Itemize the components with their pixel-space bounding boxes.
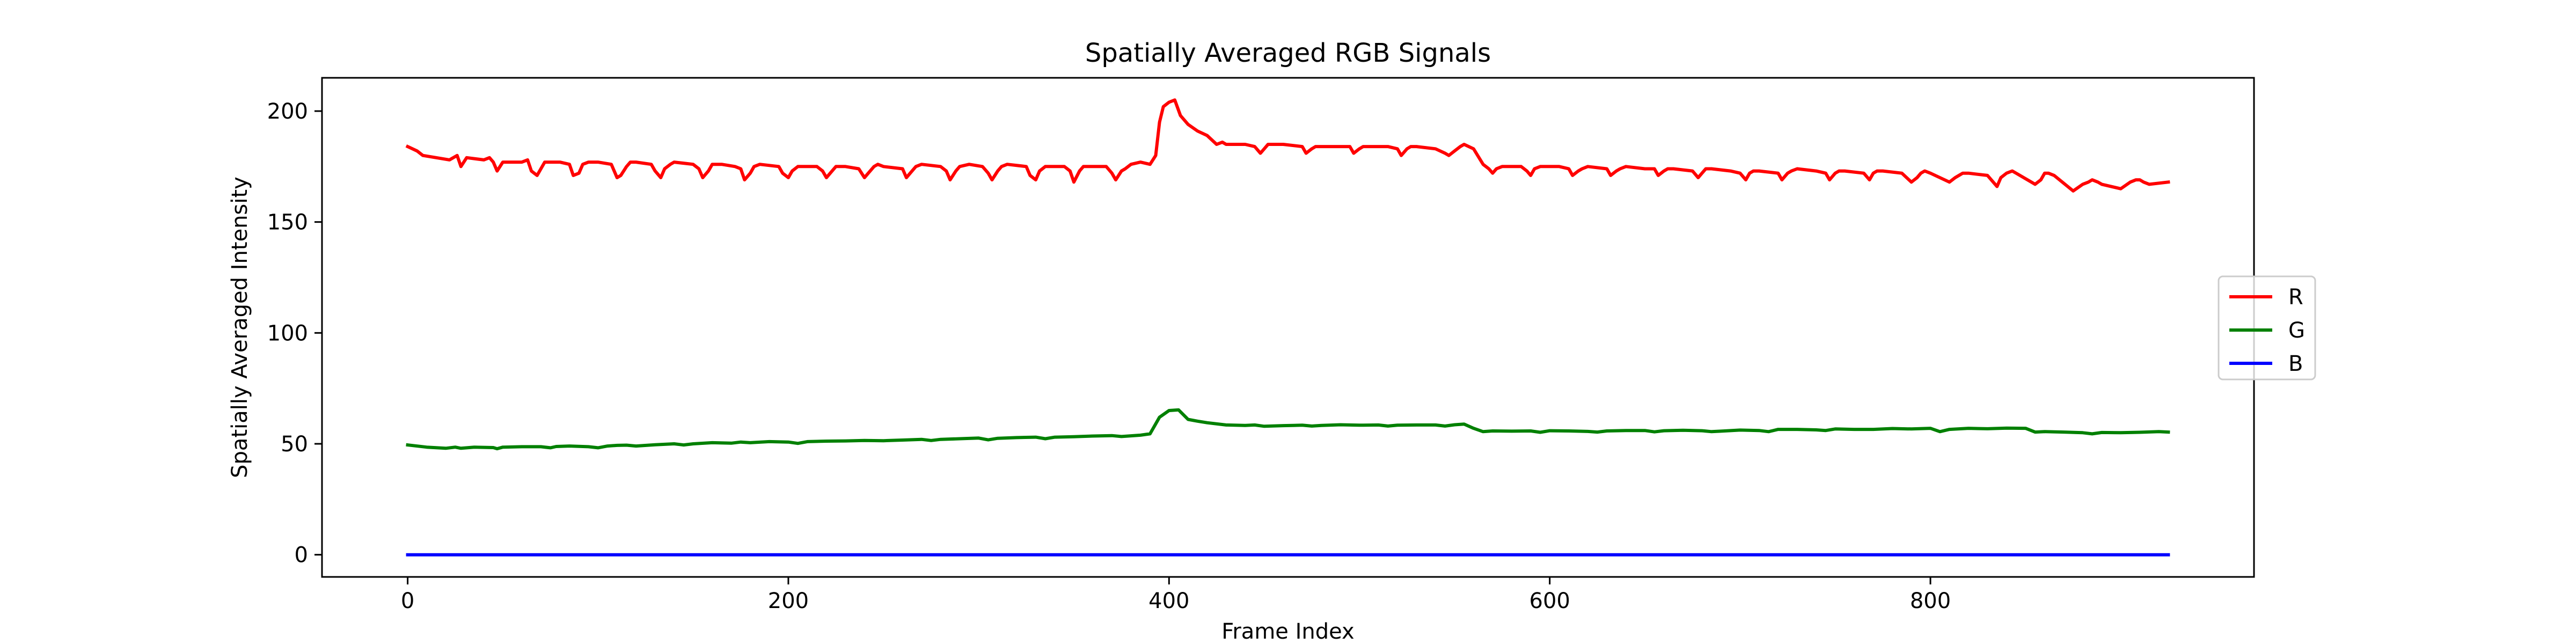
x-axis: 0 200 400 600 800 [401, 577, 1951, 613]
y-tick-label: 150 [267, 210, 308, 235]
x-tick-label: 400 [1148, 589, 1189, 613]
series-line-g [406, 408, 2170, 451]
x-tick-label: 200 [768, 589, 809, 613]
y-axis: 0 50 100 150 200 [267, 99, 322, 568]
series-line-r [405, 98, 2170, 193]
x-tick-label: 800 [1910, 589, 1951, 613]
legend: RGB [2218, 275, 2316, 380]
y-tick-label: 0 [295, 543, 308, 568]
x-tick-label: 0 [401, 589, 414, 613]
x-tick-label: 600 [1529, 589, 1570, 613]
legend-label-r: R [2288, 285, 2303, 310]
y-axis-label: Spatially Averaged Intensity [228, 177, 252, 478]
y-tick-label: 200 [267, 99, 308, 124]
legend-label-b: B [2288, 352, 2303, 376]
x-axis-label: Frame Index [1221, 619, 1354, 644]
series-layer [405, 98, 2170, 557]
chart-title: Spatially Averaged RGB Signals [1085, 38, 1491, 68]
legend-label-g: G [2288, 318, 2305, 343]
legend-box [2218, 275, 2316, 380]
y-tick-label: 50 [281, 432, 308, 457]
y-tick-label: 100 [267, 321, 308, 346]
